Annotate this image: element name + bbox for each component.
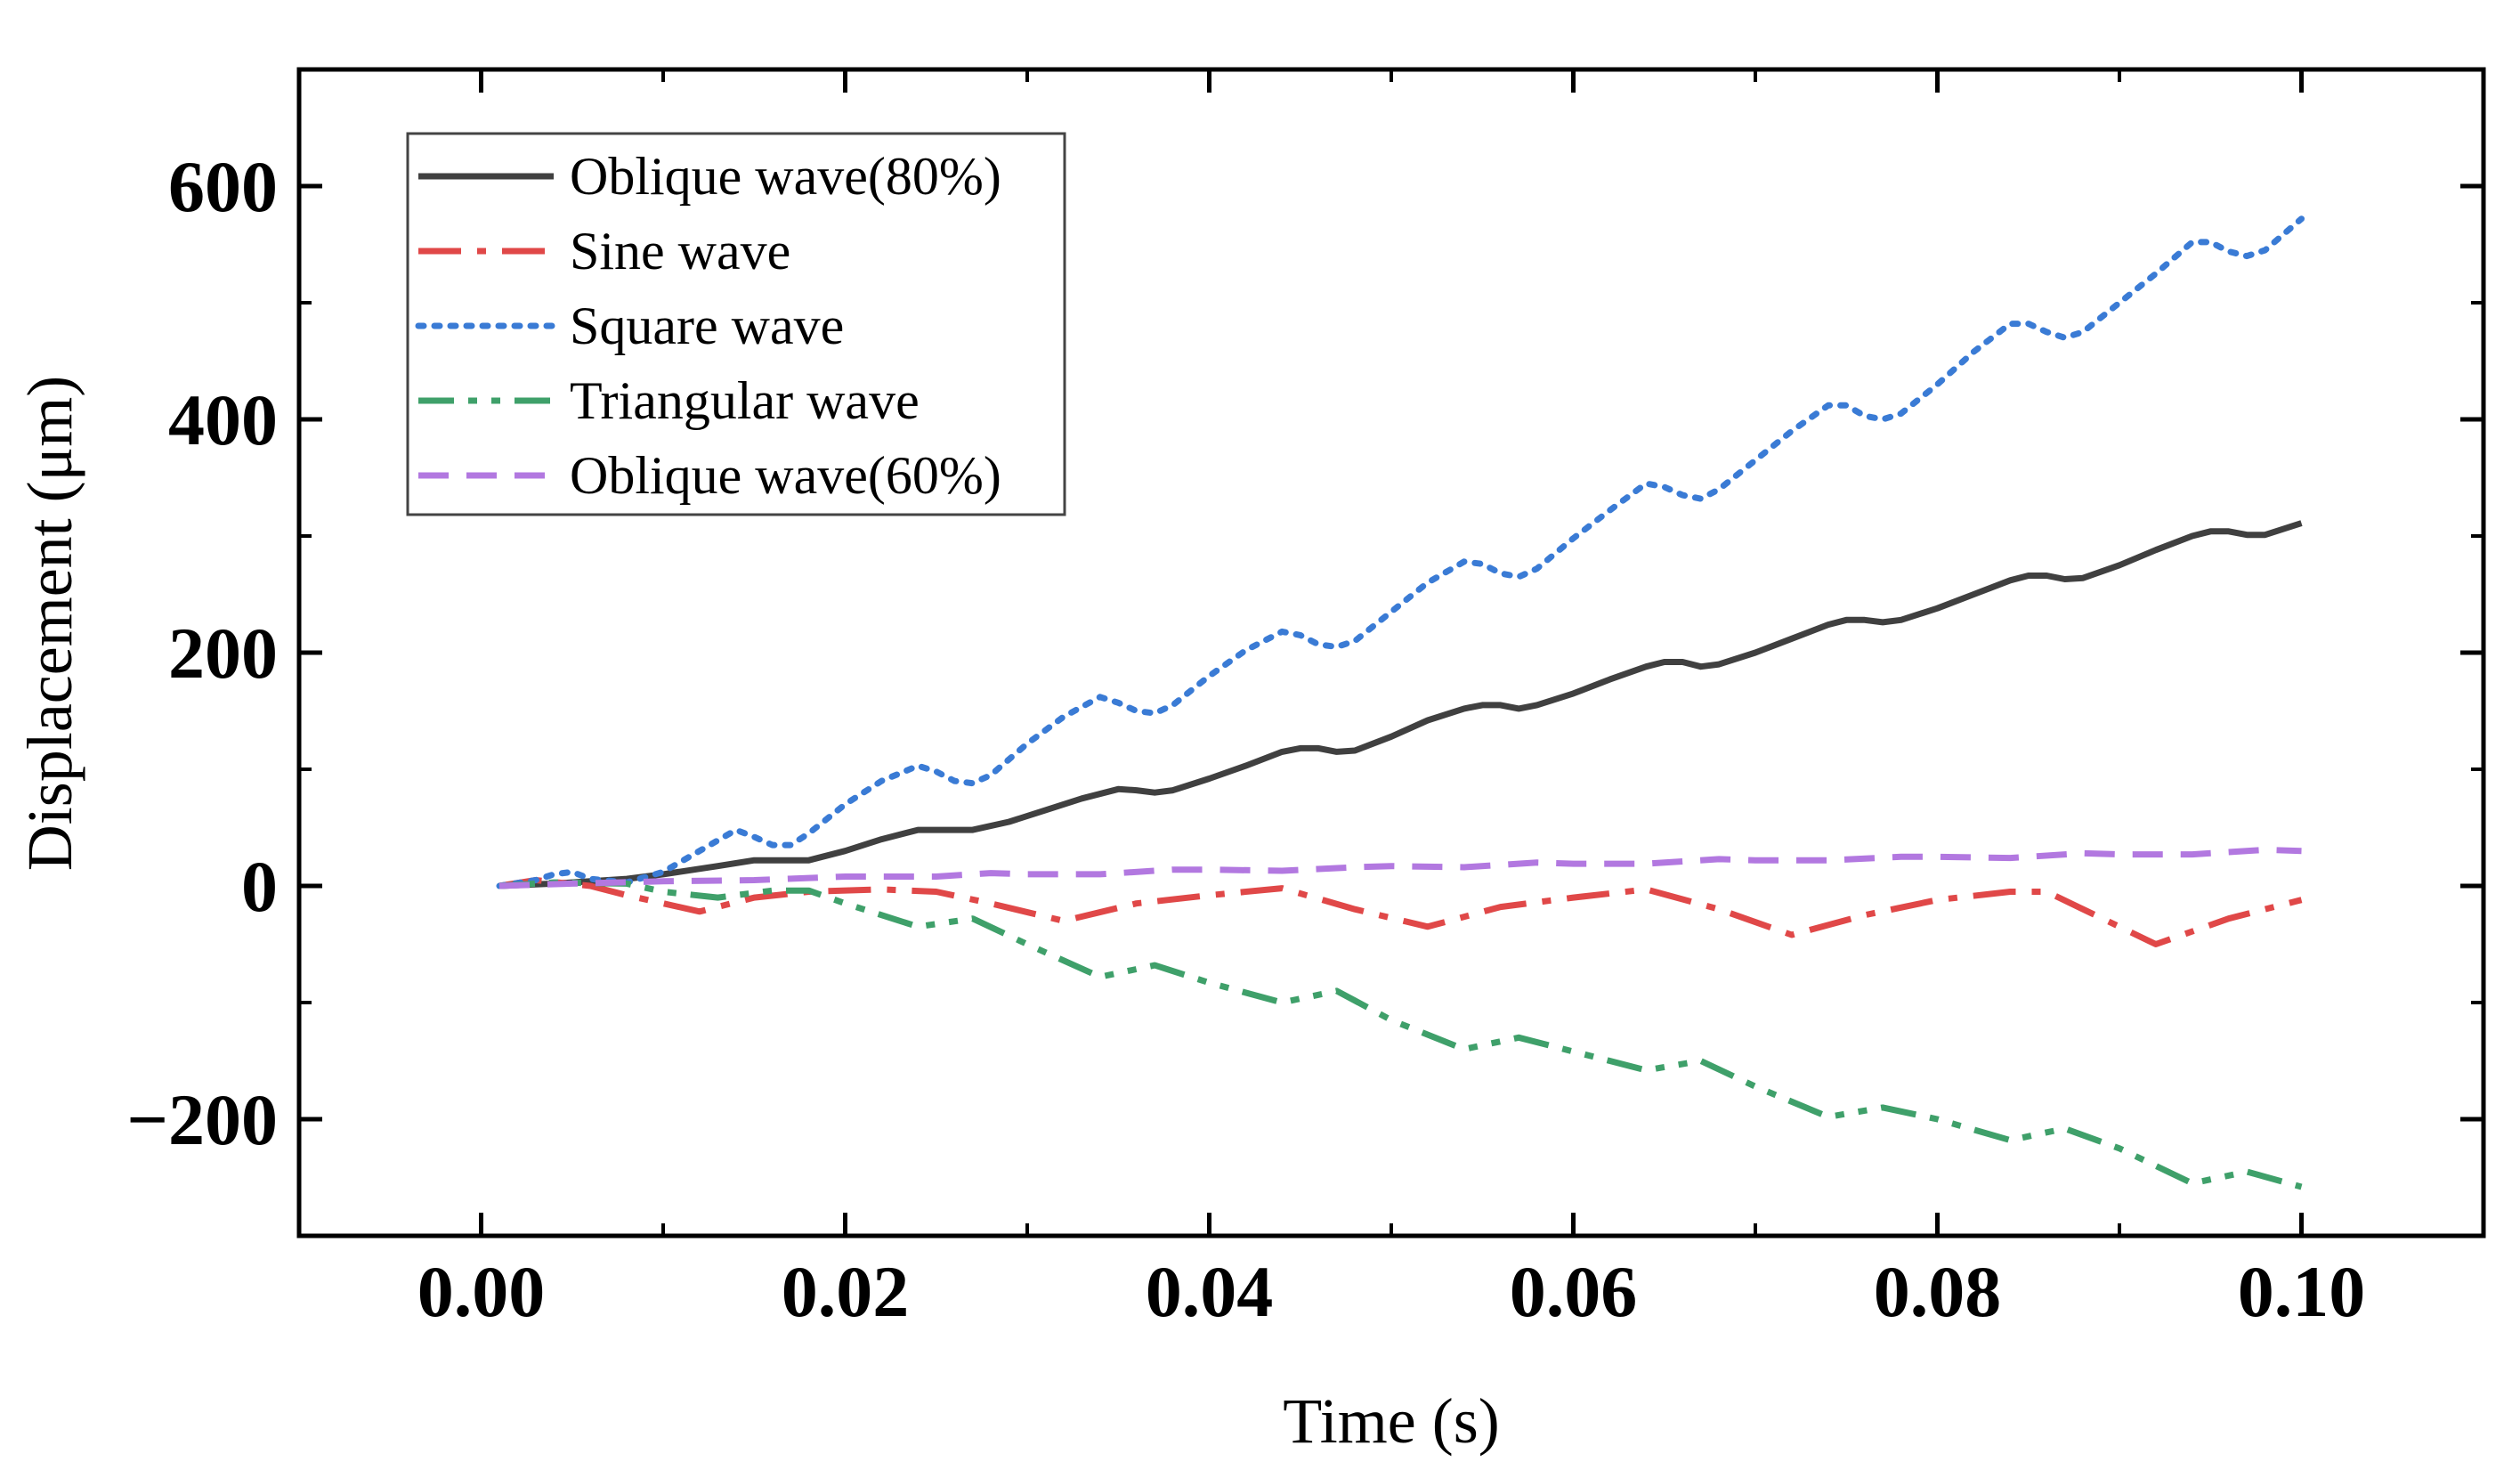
legend-label-4: Triangular wave [570,371,920,430]
x-axis-ticks: 0.00 0.02 0.04 0.06 0.08 0.10 [297,69,2485,1332]
x-tick-label: 0.06 [1510,1251,1638,1332]
legend-label-2: Sine wave [570,222,790,280]
y-tick-label: −200 [126,1079,278,1160]
series-line-3 [496,215,2305,889]
series-line-5 [498,846,2302,889]
y-axis-ticks: −200 0 200 400 600 [126,68,2484,1238]
x-tick-label: 0.02 [782,1251,910,1332]
legend: Oblique wave(80%) Sine wave Square wave Tri… [406,132,1066,516]
series-line-2 [498,877,2303,947]
x-tick-label: 0.10 [2238,1251,2366,1332]
legend-label-3: Square wave [570,296,844,355]
y-tick-label: 200 [168,613,278,694]
x-tick-label: 0.04 [1146,1251,1274,1332]
legend-label-1: Oblique wave(80%) [570,147,1001,206]
y-tick-label: 600 [168,146,278,227]
y-tick-label: 0 [241,846,278,927]
series-line-1 [498,520,2303,889]
legend-label-5: Oblique wave(60%) [570,446,1001,505]
y-tick-label: 400 [168,379,278,460]
x-tick-label: 0.08 [1874,1251,2002,1332]
series-line-4 [498,879,2303,1190]
x-tick-label: 0.00 [417,1251,546,1332]
series-layer [496,215,2305,1190]
x-axis-title: Time (s) [1283,1385,1499,1457]
y-axis-title: Displacement (μm) [14,376,85,871]
